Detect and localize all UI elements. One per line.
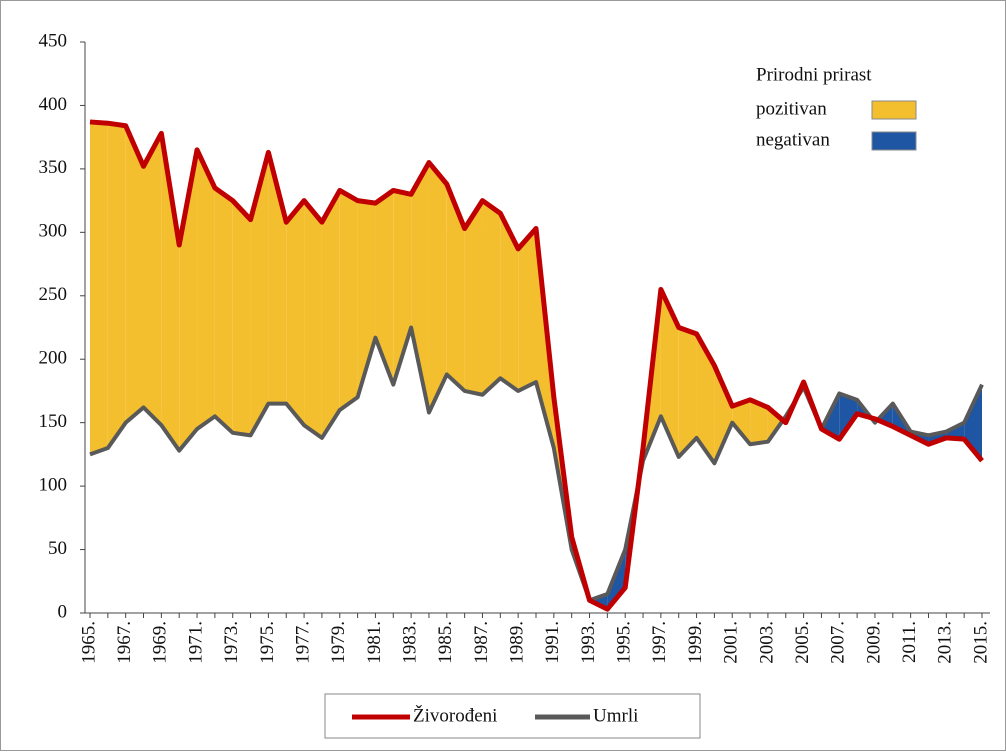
fill-area [732,399,751,445]
x-tick-label: 2009. [863,621,884,664]
y-tick-label: 250 [39,284,68,305]
y-tick-label: 100 [39,474,68,495]
y-tick-label: 0 [58,601,68,622]
y-tick-label: 200 [39,348,68,369]
fill-legend-swatch [871,131,917,151]
x-tick-label: 2007. [828,621,849,664]
x-tick-label: 2015. [970,621,991,664]
x-tick-label: 1997. [649,621,670,664]
fill-area [446,184,465,391]
y-tick-label: 50 [48,538,67,559]
x-tick-label: 1993. [578,621,599,664]
fill-area [518,228,536,391]
fill-area [125,125,144,423]
fill-area [464,200,483,395]
fill-area [339,190,358,410]
fill-area [214,187,233,433]
fill-area [250,152,269,436]
x-tick-label: 1995. [614,621,635,664]
fill-layer [90,121,982,610]
fill-area [839,393,858,440]
y-tick-label: 400 [39,94,68,115]
fill-area [714,365,733,464]
x-tick-label: 1971. [185,621,206,664]
y-tick-label: 300 [39,221,68,242]
fill-area [750,399,768,445]
x-tick-label: 1999. [685,621,706,664]
fill-area [304,200,322,438]
fill-area [678,327,697,457]
x-tick-label: 1983. [399,621,420,664]
fill-area [660,289,679,457]
fill-legend-label: pozitivan [756,98,827,119]
fill-legend-title: Prirodni prirast [756,64,872,85]
x-tick-label: 1965. [78,621,99,664]
fill-area [696,333,715,464]
y-tick-label: 450 [39,30,68,51]
fill-area [161,133,180,451]
fill-area [232,200,251,436]
fill-area [375,190,394,385]
x-tick-label: 2001. [721,621,742,664]
x-tick-label: 1977. [292,621,313,664]
series-line [89,119,984,612]
x-tick-label: 1991. [542,621,563,664]
fill-area [90,121,108,455]
x-tick-label: 1967. [114,621,135,664]
x-tick-label: 2003. [756,621,777,664]
fill-area [500,213,519,391]
x-tick-label: 1985. [435,621,456,664]
fill-area [411,162,429,413]
fill-area [197,149,215,430]
fill-area [428,162,447,413]
x-tick-label: 1969. [150,621,171,664]
x-tick-label: 2011. [899,621,920,663]
fill-area [107,123,126,449]
fill-area [286,200,305,426]
fill-area [482,200,501,395]
x-tick-label: 1973. [221,621,242,664]
fill-area [321,190,340,438]
x-tick-label: 2013. [935,621,956,664]
x-tick-label: 1979. [328,621,349,664]
fill-legend-swatch [871,100,917,120]
x-tick-label: 1987. [471,621,492,664]
fill-legend-label: negativan [756,129,830,150]
fill-area [268,152,287,404]
plot-layer: 0 50 100 150 200 250 300 350 400 450 1965. 1967. 196… [39,30,992,663]
fill-area [143,133,162,426]
series-line [89,325,984,603]
x-tick-label: 1989. [507,621,528,664]
x-tick-label: 1975. [257,621,278,664]
x-tick-label: 1981. [364,621,385,664]
x-tick-label: 2005. [792,621,813,664]
y-tick-label: 150 [39,411,68,432]
legend-label: Živorođeni [413,704,497,726]
y-tick-label: 350 [39,157,68,178]
legend-label: Umrli [593,705,638,726]
